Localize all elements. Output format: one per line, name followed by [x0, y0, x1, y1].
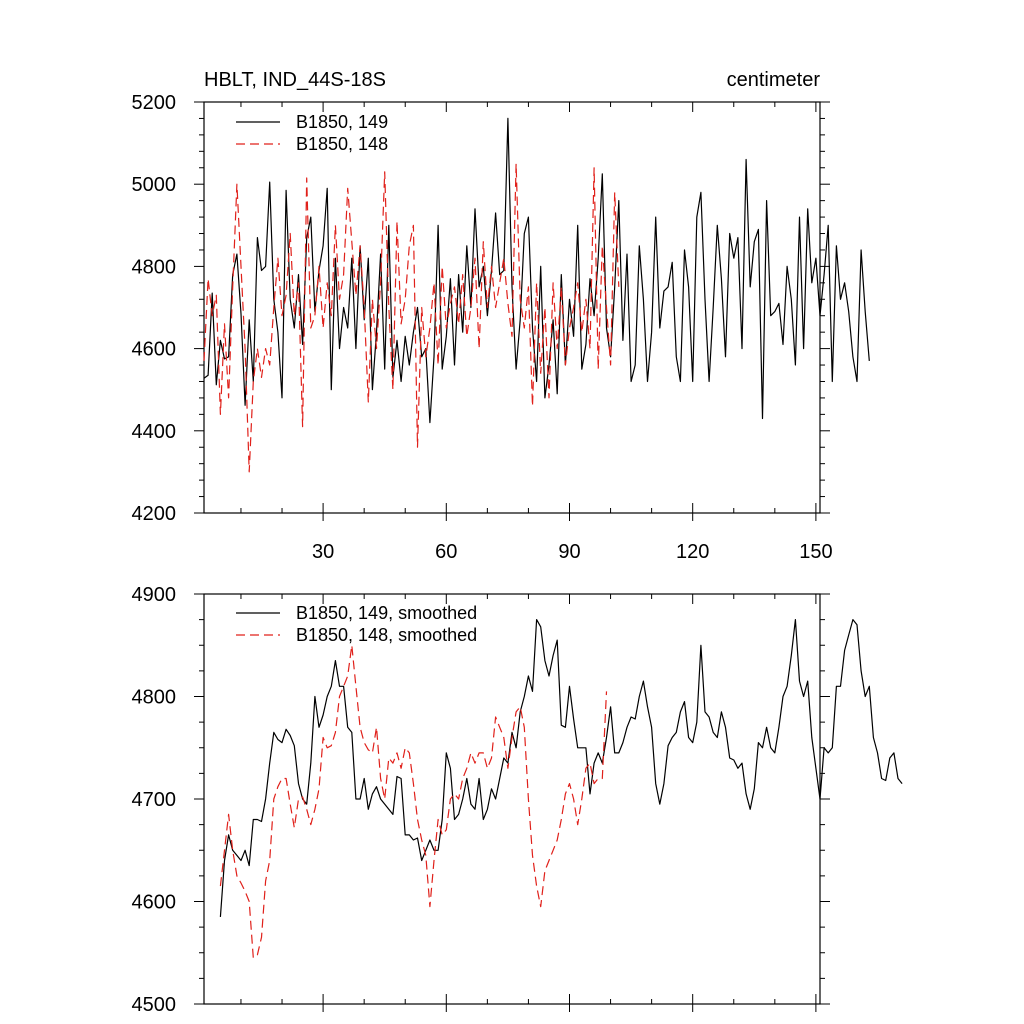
x-tick-label: 30 — [312, 541, 334, 563]
top-chart: HBLT, IND_44S-18S centimeter 30 60 90 120 15… — [132, 69, 870, 563]
series-line-bottom-1 — [219, 644, 608, 959]
series-lines-top — [203, 117, 870, 473]
y-tick-label: 4200 — [132, 503, 177, 525]
series-line-top-1 — [203, 163, 620, 473]
y-tick-label: 5200 — [132, 92, 177, 114]
y-tick-label: 4600 — [132, 339, 177, 361]
legend-label-smoothed-149: B1850, 149, smoothed — [296, 603, 477, 623]
y-tick-label: 4600 — [132, 892, 177, 914]
series-line-bottom-0 — [219, 618, 903, 917]
legend-bottom: B1850, 149, smoothed B1850, 148, smoothe… — [236, 603, 477, 645]
y-tick-label: 4900 — [132, 584, 177, 606]
x-tick-label: 90 — [558, 541, 580, 563]
chart-units: centimeter — [727, 69, 821, 91]
x-tick-label: 150 — [799, 541, 832, 563]
y-tick-label: 4800 — [132, 687, 177, 709]
y-tick-label: 4500 — [132, 994, 177, 1016]
x-tick-label: 120 — [676, 541, 709, 563]
plot-frame-bottom — [203, 593, 821, 1005]
legend-label-smoothed-148: B1850, 148, smoothed — [296, 625, 477, 645]
y-tick-label: 4800 — [132, 256, 177, 278]
bottom-chart: 4500 4600 4700 4800 4900 B1850, 149, smoothe… — [132, 584, 903, 1016]
chart-title: HBLT, IND_44S-18S — [204, 69, 386, 91]
legend-label-series-149: B1850, 149 — [296, 112, 388, 132]
legend-label-series-148: B1850, 148 — [296, 134, 388, 154]
y-tick-label: 4700 — [132, 789, 177, 811]
y-tick-label: 5000 — [132, 174, 177, 196]
axis-ticks-top: 30 60 90 120 150 4200 4400 4600 4800 5000 5200 — [132, 92, 833, 563]
legend-top: B1850, 149 B1850, 148 — [236, 112, 388, 154]
series-lines-bottom — [219, 618, 903, 959]
axis-ticks-bottom: 4500 4600 4700 4800 4900 — [132, 584, 830, 1016]
y-tick-label: 4400 — [132, 421, 177, 443]
x-tick-label: 60 — [435, 541, 457, 563]
